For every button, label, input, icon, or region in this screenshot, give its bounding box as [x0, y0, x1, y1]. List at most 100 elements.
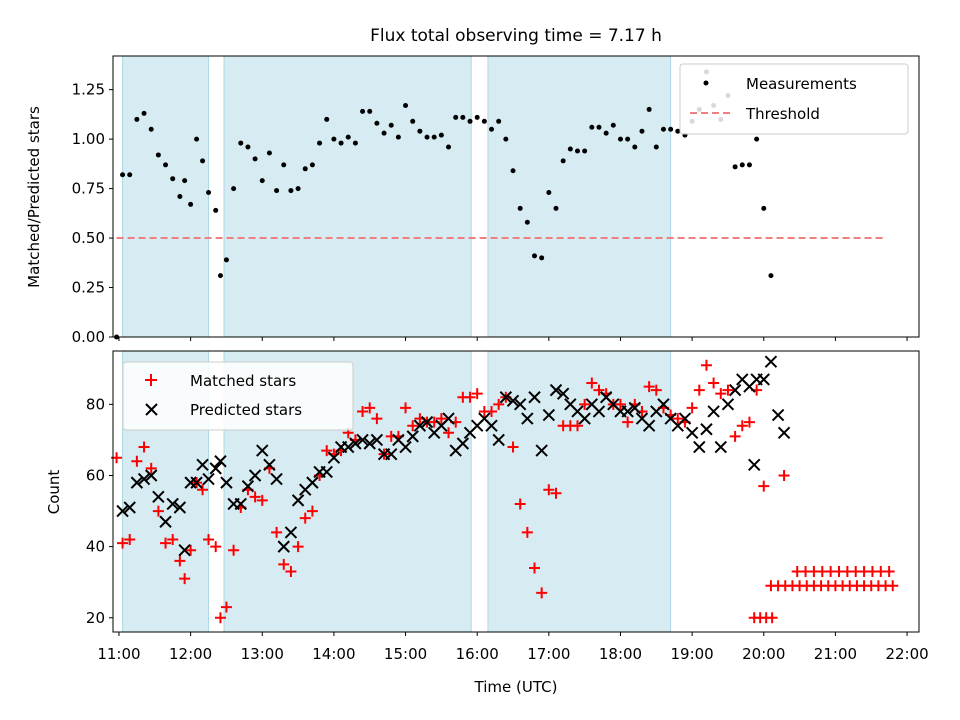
measurement-point-9: [177, 194, 183, 199]
measurement-point-13: [200, 158, 206, 164]
predicted-point-95: [777, 426, 791, 440]
matched-point-48: [443, 427, 455, 439]
bottom-xtick-label-3: 14:00: [312, 645, 355, 663]
top-x-ticks: [118, 337, 908, 341]
bottom-predicted-points: [116, 355, 791, 557]
measurement-point-52: [474, 114, 480, 120]
measurement-point-89: [739, 162, 745, 168]
predicted-point-94: [771, 408, 785, 422]
matched-point-1: [117, 537, 129, 549]
matched-point-15: [210, 541, 222, 553]
predicted-point-18: [234, 497, 247, 511]
matched-point-3: [131, 455, 143, 467]
bottom-xtick-label-4: 15:00: [384, 645, 427, 663]
measurement-point-55: [496, 118, 502, 124]
measurement-point-47: [438, 132, 444, 138]
predicted-point-21: [256, 444, 269, 457]
matched-point-55: [493, 398, 505, 410]
predicted-point-24: [277, 540, 290, 553]
measurement-point-91: [754, 136, 760, 142]
measurement-point-21: [252, 156, 258, 162]
bottom-xtick-label-6: 17:00: [527, 645, 570, 663]
measurement-point-54: [489, 126, 495, 132]
matched-point-17: [220, 601, 232, 613]
measurement-point-45: [424, 134, 430, 140]
measurement-point-40: [388, 122, 394, 128]
measurement-point-7: [163, 162, 169, 168]
predicted-point-0: [116, 504, 129, 518]
bottom-xtick-label-5: 16:00: [456, 645, 499, 663]
predicted-point-62: [549, 383, 563, 397]
top-ytick-label-5: 1.25: [72, 81, 105, 99]
predicted-point-11: [190, 476, 203, 489]
matched-point-13: [197, 484, 209, 496]
predicted-point-56: [506, 394, 520, 408]
matched-point-10: [179, 573, 191, 585]
measurement-point-27: [295, 186, 301, 192]
measurement-point-1: [120, 172, 126, 178]
predicted-point-4: [145, 469, 158, 482]
measurement-point-25: [281, 162, 287, 168]
legend-label-predicted: Predicted stars: [190, 401, 302, 419]
bottom-ytick-label-3: 80: [86, 395, 105, 413]
predicted-point-61: [542, 408, 556, 422]
measurement-point-28: [302, 166, 308, 172]
measurement-point-56: [503, 136, 509, 142]
predicted-point-72: [621, 405, 634, 418]
measurement-point-37: [367, 108, 373, 114]
bottom-ytick-label-1: 40: [86, 538, 105, 556]
predicted-point-66: [578, 412, 591, 425]
measurement-point-19: [238, 140, 244, 146]
bottom-y-ticks: 20 40 60 80: [86, 395, 113, 627]
matched-point-51: [464, 391, 476, 403]
measurement-point-53: [481, 118, 487, 124]
shaded-interval-2: [487, 55, 672, 338]
measurement-point-20: [245, 144, 251, 150]
top-legend: Measurements Threshold: [679, 63, 909, 135]
measurement-point-43: [410, 118, 416, 124]
legend-label-measurements: Measurements: [746, 75, 857, 93]
predicted-point-9: [178, 543, 191, 557]
predicted-point-34: [349, 437, 362, 450]
predicted-point-82: [693, 440, 706, 454]
predicted-point-8: [173, 501, 187, 514]
bottom-legend-box: [122, 361, 354, 431]
matched-point-84: [700, 359, 712, 371]
predicted-point-93: [748, 458, 761, 472]
matched-point-90: [743, 416, 755, 428]
predicted-point-63: [556, 387, 570, 400]
matched-point-6: [152, 505, 164, 517]
measurement-point-64: [560, 158, 566, 164]
predicted-point-53: [485, 419, 498, 432]
matched-point-67: [579, 398, 591, 410]
predicted-point-41: [399, 440, 412, 454]
predicted-point-57: [513, 398, 527, 411]
top-ytick-label-1: 0.25: [72, 279, 105, 297]
matched-point-36: [357, 405, 369, 417]
measurement-point-88: [732, 164, 738, 170]
measurement-point-44: [417, 128, 423, 134]
measurement-point-38: [374, 120, 380, 126]
predicted-point-80: [678, 412, 692, 425]
top-ytick-label-2: 0.50: [72, 229, 105, 247]
predicted-point-47: [442, 412, 455, 425]
matched-point-14: [203, 534, 215, 546]
measurement-point-50: [460, 114, 466, 120]
measurement-point-6: [155, 152, 161, 158]
matched-point-76: [643, 381, 655, 393]
matched-point-58: [514, 498, 526, 510]
measurement-point-70: [603, 130, 609, 136]
top-shaded-intervals: [122, 55, 672, 338]
predicted-point-39: [385, 447, 398, 461]
bottom-xtick-label-11: 22:00: [885, 645, 928, 663]
matched-point-89: [736, 420, 748, 432]
matched-point-43: [407, 420, 419, 432]
predicted-point-7: [166, 497, 179, 511]
matched-point-80: [672, 413, 684, 425]
matched-point-21: [249, 491, 261, 503]
predicted-point-33: [342, 440, 355, 454]
matched-point-68: [586, 377, 598, 389]
predicted-point-49: [456, 437, 470, 450]
